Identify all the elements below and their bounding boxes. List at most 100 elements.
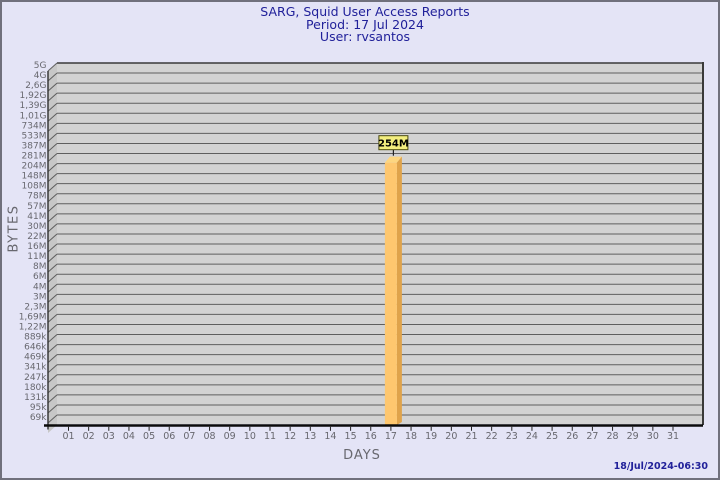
x-tick-label: 01 <box>62 431 74 442</box>
x-tick-label: 27 <box>586 431 598 442</box>
y-tick-label: 387M <box>22 141 47 151</box>
y-tick <box>47 203 58 213</box>
y-tick <box>47 82 58 92</box>
y-tick-label: 533M <box>22 131 47 141</box>
y-tick-label: 108M <box>22 182 47 192</box>
y-tick-label: 247k <box>24 373 47 383</box>
bar-side-face <box>396 156 402 425</box>
x-tick-label: 03 <box>103 431 115 442</box>
y-tick-label: 131k <box>24 393 47 403</box>
y-tick-label: 469k <box>24 353 47 363</box>
y-tick-label: 646k <box>24 343 47 353</box>
y-tick-label: 1,69M <box>19 312 47 322</box>
y-tick <box>47 183 58 193</box>
x-tick-label: 26 <box>566 431 578 442</box>
generation-timestamp: 18/Jul/2024-06:30 <box>613 461 708 472</box>
y-tick <box>47 143 58 152</box>
x-tick-label: 08 <box>204 431 216 442</box>
y-tick <box>47 303 58 313</box>
y-tick <box>47 364 58 374</box>
x-tick-label: 30 <box>647 431 659 442</box>
y-tick <box>47 223 58 233</box>
y-tick-label: 204M <box>22 162 47 172</box>
y-tick <box>47 334 58 343</box>
y-tick <box>47 163 58 172</box>
y-tick <box>47 153 58 162</box>
y-tick-label: 78M <box>27 192 46 202</box>
x-tick-label: 07 <box>183 431 195 442</box>
y-tick <box>47 62 58 72</box>
y-tick <box>47 122 58 132</box>
y-tick-label: 1,92G <box>19 91 46 101</box>
y-tick-label: 734M <box>22 121 47 131</box>
x-tick-label: 29 <box>627 431 639 442</box>
x-tick-label: 06 <box>163 431 175 442</box>
x-tick-label: 20 <box>445 431 457 442</box>
y-tick-label: 341k <box>24 363 47 373</box>
y-tick-label: 22M <box>27 232 46 242</box>
y-tick <box>47 283 58 293</box>
chart-subtitle-user: User: rvsantos <box>319 29 411 44</box>
x-tick-label: 14 <box>324 431 336 442</box>
y-tick-label: 2,3M <box>24 302 46 312</box>
y-tick-label: 6M <box>33 272 47 282</box>
y-tick <box>47 92 58 102</box>
y-tick <box>47 414 58 424</box>
chart-title-block: SARG, Squid User Access Reports Period: … <box>12 5 718 44</box>
y-tick <box>47 263 58 273</box>
value-label: 254M <box>378 139 409 150</box>
x-tick-label: 04 <box>123 431 135 442</box>
bar-top-face <box>384 156 402 163</box>
y-tick-label: 2,6G <box>25 81 46 91</box>
y-tick-label: 281M <box>22 152 47 162</box>
y-tick <box>47 384 58 394</box>
x-tick-label: 11 <box>264 431 276 442</box>
y-tick <box>47 213 58 223</box>
y-tick <box>47 72 58 82</box>
y-tick-label: 889k <box>24 333 47 343</box>
y-tick-label: 1,22M <box>19 322 47 332</box>
y-tick-label: 16M <box>27 242 46 252</box>
y-tick <box>47 324 58 333</box>
x-tick-label: 10 <box>244 431 256 442</box>
y-tick <box>47 253 58 263</box>
y-tick-label: 4G <box>34 71 47 81</box>
y-tick <box>47 374 58 384</box>
x-tick-label: 16 <box>365 431 377 442</box>
y-tick <box>47 404 58 414</box>
x-tick-label: 23 <box>506 431 518 442</box>
y-tick <box>47 173 58 183</box>
value-label-box <box>378 135 409 151</box>
y-tick-label: 11M <box>27 252 46 262</box>
x-tick-label: 22 <box>486 431 498 442</box>
x-tick-label: 18 <box>405 431 417 442</box>
y-tick-label: 3M <box>33 292 47 302</box>
x-tick-label: 12 <box>284 431 296 442</box>
x-tick-label: 09 <box>224 431 236 442</box>
y-tick-label: 95k <box>30 403 47 413</box>
x-tick-label: 15 <box>345 431 357 442</box>
y-tick <box>47 293 58 303</box>
x-tick-label: 28 <box>607 431 619 442</box>
y-tick <box>47 394 58 404</box>
x-axis-title: DAYS <box>343 448 381 463</box>
y-tick-label: 1,01G <box>19 111 46 121</box>
y-tick-label: 41M <box>27 212 46 222</box>
x-tick-label: 31 <box>667 431 679 442</box>
y-tick-label: 5G <box>34 61 47 71</box>
y-tick-label: 8M <box>33 262 47 272</box>
y-tick-label: 180k <box>24 383 47 393</box>
y-tick <box>47 102 58 112</box>
y-tick <box>47 193 58 203</box>
y-tick <box>47 314 58 323</box>
y-axis-title: BYTES <box>6 204 22 253</box>
bar-front-face <box>384 162 397 425</box>
y-tick <box>47 112 58 122</box>
y-tick-label: 148M <box>22 172 47 182</box>
y-tick <box>47 273 58 283</box>
x-tick-label: 05 <box>143 431 155 442</box>
y-tick-label: 4M <box>33 282 47 292</box>
x-tick-label: 17 <box>385 431 397 442</box>
